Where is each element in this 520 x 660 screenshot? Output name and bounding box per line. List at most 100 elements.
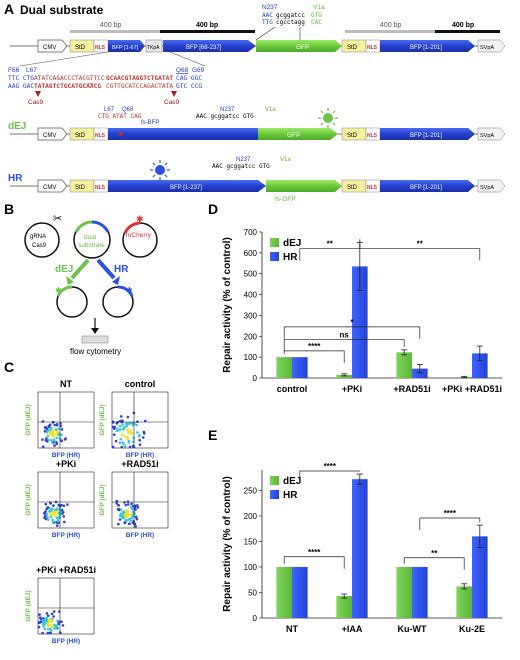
flow-event-dot [48,507,51,511]
cas9-plasmid-label: Cas9 [32,243,47,249]
std-label-2: StD [347,45,358,51]
bar-hr [292,566,308,618]
flow-event-dot [136,431,139,434]
red-star-icon: ✱ [136,214,144,224]
significance-bracket [283,326,421,339]
panel-d: D 0 100 200 300 400 500 600 700 Repair activity … [208,201,502,394]
flow-event-dot [126,510,130,513]
legend-label: dEJ [283,238,301,249]
flow-plot-title: NT [60,379,72,389]
flow-event-dot [117,428,121,432]
flow-event-dot [117,508,121,511]
flow-event-dot [127,431,130,434]
hr-svpa-label: SVpA [480,185,494,191]
flow-event-dot [129,519,133,522]
bfp-68-237-label: BFP [68-237] [186,45,222,51]
down-arrow-icon [91,328,99,334]
flow-event-dot [44,509,47,513]
flow-plot-frame [111,471,169,529]
scale-label-2: 400 bp [196,22,218,29]
flow-event-dot [126,415,130,419]
flow-event-dot [41,420,45,423]
significance-bracket [283,350,345,363]
junction-line-left [255,26,276,41]
panel-d-letter: D [208,201,218,217]
dej-std-label: StD [75,133,86,139]
flow-plot-title: +RAD51i [121,459,158,469]
y-tick-label: 0 [253,374,258,383]
x-axis-label: BFP (HR) [52,638,80,645]
seq-top-red-1: ATATCAGACCCTACGTTCC [34,75,105,82]
n237-seq-top: AAC [262,12,273,19]
hr-std-label: StD [75,185,86,191]
flow-event-dot [46,631,50,635]
cut-site-sequence: F66 L67 Q68 G69 TTC CTG ATATCAGACCCTACGT… [8,67,205,106]
flow-event-dot [54,626,58,630]
y-tick-label: 300 [244,311,258,320]
x-tick-label: +RAD51i [393,384,430,394]
bar-hr [472,353,488,378]
bar-dej [276,566,292,618]
y-tick-label: 200 [244,332,258,341]
linker-seq-top: gcggatcc [276,12,305,19]
flow-event-dot [44,502,48,506]
flow-event-dot [38,613,41,616]
significance-label: ** [417,240,424,249]
construct-hr: HR N237 V1a AAC gcggatcc GTG CMV StD NLS [8,157,506,203]
dej-l67-label: L67 [104,107,115,113]
flow-event-dot [115,499,119,503]
flow-plot-title: +PKi +RAD51i [36,565,96,575]
dej-nls-label-2: NLS [367,133,378,139]
hr-v1a-label: V1a [280,157,291,163]
flow-event-dot [54,624,58,628]
hr-arrow [96,258,116,280]
flow-event-dot [52,615,56,618]
significance-bracket [299,470,361,484]
nls-label: NLS [95,45,106,51]
flow-event-dot [129,505,133,508]
flow-event-dot [128,445,132,449]
flow-event-dot [119,508,123,511]
construct-dej: dEJ L67 Q68 CTG ATAT CAG fs-BFP N237 V1a… [8,107,506,141]
dej-nls-label: NLS [95,133,106,139]
flow-event-dot [42,619,46,622]
flow-event-dot [136,506,140,509]
flow-event-dot [50,507,54,510]
flow-event-dot [122,442,125,446]
flow-event-dot [46,614,50,617]
flow-event-dot [123,501,126,504]
y-axis-label: GFP (dEJ) [25,484,32,515]
flow-event-dot [43,622,47,626]
flow-event-dot [127,440,131,444]
hr-label: HR [8,173,23,184]
significance-label: **** [324,462,337,471]
panel-c: C NT GFP (dEJ) BFP (HR) control GFP (dEJ) BFP… [4,359,169,645]
bar-dej [336,374,352,378]
flow-event-dot [135,423,138,427]
flow-event-dot [122,511,125,515]
flow-plot-4: +PKi +RAD51i GFP (dEJ) BFP (HR) [25,565,96,645]
flow-event-dot [63,520,66,524]
flow-event-dot [37,625,41,629]
mcherry-label: mCherry [126,232,152,239]
dej-gfp-box [258,128,338,140]
flow-event-dot [118,424,122,428]
flow-cytometry-label: flow cytometry [70,347,121,356]
flow-event-dot [45,513,49,516]
flow-plot-title: +PKi [56,459,76,469]
x-axis-label: BFP (HR) [126,532,154,539]
linker-seq-bot: cgcctagg [276,19,305,26]
fs-bfp-label: fs-BFP [141,120,159,126]
bar-dej [396,566,412,618]
blue-star-icon: ✱ [126,286,133,295]
flow-event-dot [123,445,127,448]
y-tick-label: 600 [244,249,258,258]
flow-event-dot [123,425,127,429]
tkpa-box [145,39,163,53]
y-axis-label: GFP (dEJ) [25,590,32,621]
flow-event-dot [47,622,51,625]
seq-bot-red-1: TATAGTCTGCATGCAACG [34,83,101,90]
flow-event-dot [123,435,126,438]
flow-plot-3: +RAD51i GFP (dEJ) BFP (HR) [99,459,169,539]
flow-event-dot [51,518,54,522]
